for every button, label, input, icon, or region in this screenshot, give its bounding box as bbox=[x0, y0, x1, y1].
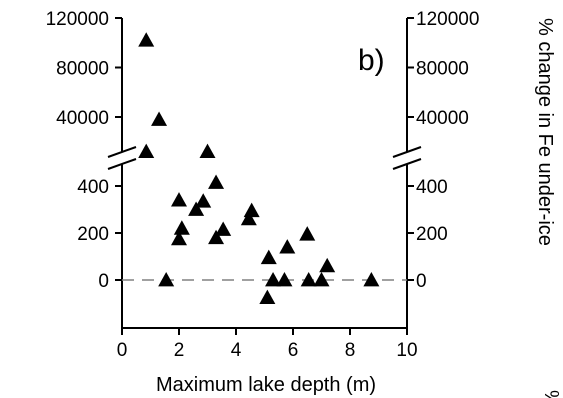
data-point-22 bbox=[300, 272, 317, 287]
x-axis-title: Maximum lake depth (m) bbox=[156, 374, 376, 396]
data-point-25 bbox=[363, 272, 380, 287]
data-point-13 bbox=[215, 221, 232, 236]
plot-frame bbox=[107, 18, 422, 329]
data-point-15 bbox=[243, 202, 260, 218]
y-axis-title-right: % change in Fe under-ice bbox=[534, 18, 556, 246]
data-point-4 bbox=[199, 143, 216, 159]
right-y-tick-label-400: 400 bbox=[416, 177, 448, 198]
left-y-tick-label-40000: 40000 bbox=[56, 108, 109, 129]
right-y-tick-label-80000: 80000 bbox=[416, 59, 469, 80]
left-y-tick-label-80000: 80000 bbox=[56, 59, 109, 80]
right-y-tick-label-40000: 40000 bbox=[416, 108, 469, 129]
data-point-24 bbox=[319, 257, 336, 273]
partial-text-bottom-right: % bbox=[540, 390, 562, 398]
left-axis-break-mark-lower bbox=[107, 158, 137, 170]
data-point-10 bbox=[195, 193, 212, 208]
data-point-20 bbox=[279, 239, 296, 254]
data-point-17 bbox=[259, 289, 276, 305]
data-point-11 bbox=[208, 174, 225, 189]
right-y-tick-label-200: 200 bbox=[416, 224, 448, 245]
data-point-2 bbox=[151, 111, 168, 126]
data-points-group bbox=[138, 32, 380, 305]
right-y-tick-label-0: 0 bbox=[416, 271, 427, 292]
left-y-tick-label-400: 400 bbox=[77, 177, 109, 198]
left-y-tick-label-120000: 120000 bbox=[46, 9, 109, 30]
right-axis-break-mark-upper bbox=[392, 146, 422, 158]
data-point-21 bbox=[299, 226, 316, 241]
tick-labels-group: 0 2 4 6 8 10 0 200 400 40000 80000 120000 0 200 400 400… bbox=[46, 9, 480, 361]
data-point-5 bbox=[158, 272, 175, 287]
data-point-23 bbox=[313, 272, 330, 287]
left-y-tick-label-0: 0 bbox=[98, 271, 109, 292]
right-y-tick-label-120000: 120000 bbox=[416, 9, 479, 30]
right-axis-break-mark-lower bbox=[392, 158, 422, 170]
data-point-12 bbox=[208, 229, 225, 245]
data-point-3 bbox=[138, 143, 155, 159]
x-tick-label-2: 2 bbox=[174, 340, 185, 361]
data-point-14 bbox=[240, 210, 257, 226]
x-tick-label-0: 0 bbox=[117, 340, 128, 361]
data-point-7 bbox=[173, 220, 190, 235]
data-point-16 bbox=[260, 249, 277, 265]
data-point-9 bbox=[188, 201, 205, 216]
ticks-group bbox=[115, 17, 414, 335]
left-y-tick-label-200: 200 bbox=[77, 224, 109, 245]
left-axis-break-mark-upper bbox=[107, 146, 137, 158]
x-tick-label-8: 8 bbox=[345, 340, 356, 361]
data-point-18 bbox=[265, 272, 282, 287]
x-tick-label-10: 10 bbox=[396, 340, 417, 361]
data-point-1 bbox=[138, 32, 155, 47]
data-point-8 bbox=[171, 230, 187, 246]
x-tick-label-4: 4 bbox=[231, 340, 242, 361]
panel-label: b) bbox=[358, 44, 385, 77]
x-tick-label-6: 6 bbox=[288, 340, 299, 361]
data-point-6 bbox=[171, 192, 187, 207]
data-point-19 bbox=[276, 272, 293, 287]
